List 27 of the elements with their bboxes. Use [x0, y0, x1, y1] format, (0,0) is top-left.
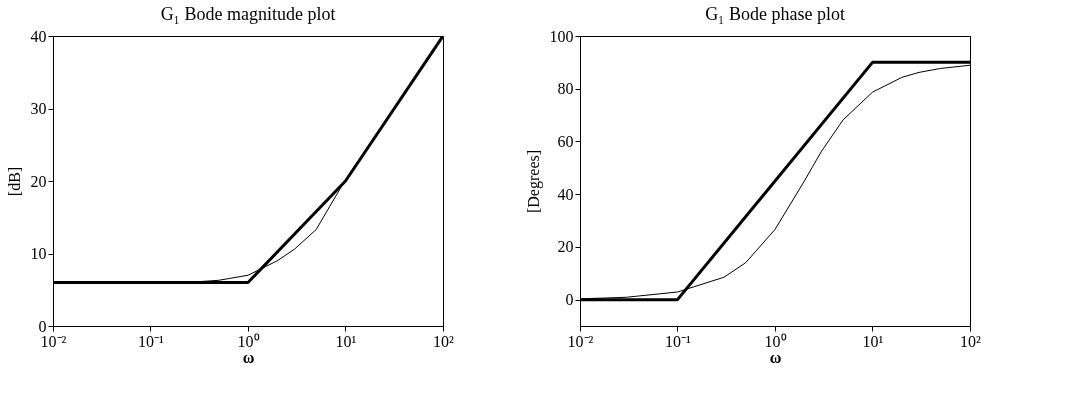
- y-tick-label: 20: [30, 172, 47, 190]
- y-tick-label: 80: [557, 80, 574, 98]
- x-tick-label: 10⁰: [764, 332, 787, 350]
- x-tick-label: 10⁻¹: [665, 332, 692, 350]
- x-tick-label: 10²: [960, 332, 982, 350]
- y-tick-label: 40: [30, 27, 47, 45]
- y-axis-title: [Degrees]: [524, 149, 543, 214]
- y-tick-label: 20: [557, 238, 574, 256]
- y-tick-label: 60: [557, 132, 574, 150]
- y-tick-label: 10: [30, 245, 47, 262]
- x-axis-title: ω: [242, 348, 255, 366]
- x-axis-title: ω: [769, 348, 782, 366]
- y-axis-title: [dB]: [5, 166, 23, 197]
- x-tick-label: 10⁻²: [567, 332, 594, 350]
- x-tick-label: 10⁻²: [40, 332, 67, 350]
- x-tick-label: 10⁰: [237, 332, 260, 350]
- y-tick-label: 30: [30, 100, 47, 117]
- y-tick-label: 40: [557, 185, 574, 203]
- x-tick-label: 10⁻¹: [138, 332, 165, 350]
- y-tick-label: 0: [565, 291, 574, 309]
- x-tick-label: 10¹: [862, 332, 884, 350]
- chart-title: G₁ Bode phase plot: [705, 4, 845, 24]
- chart-title: G₁ Bode magnitude plot: [160, 4, 336, 24]
- y-tick-label: 100: [549, 27, 574, 45]
- y-tick-label: 0: [38, 317, 47, 335]
- x-tick-label: 10²: [433, 332, 455, 350]
- x-tick-label: 10¹: [335, 332, 357, 350]
